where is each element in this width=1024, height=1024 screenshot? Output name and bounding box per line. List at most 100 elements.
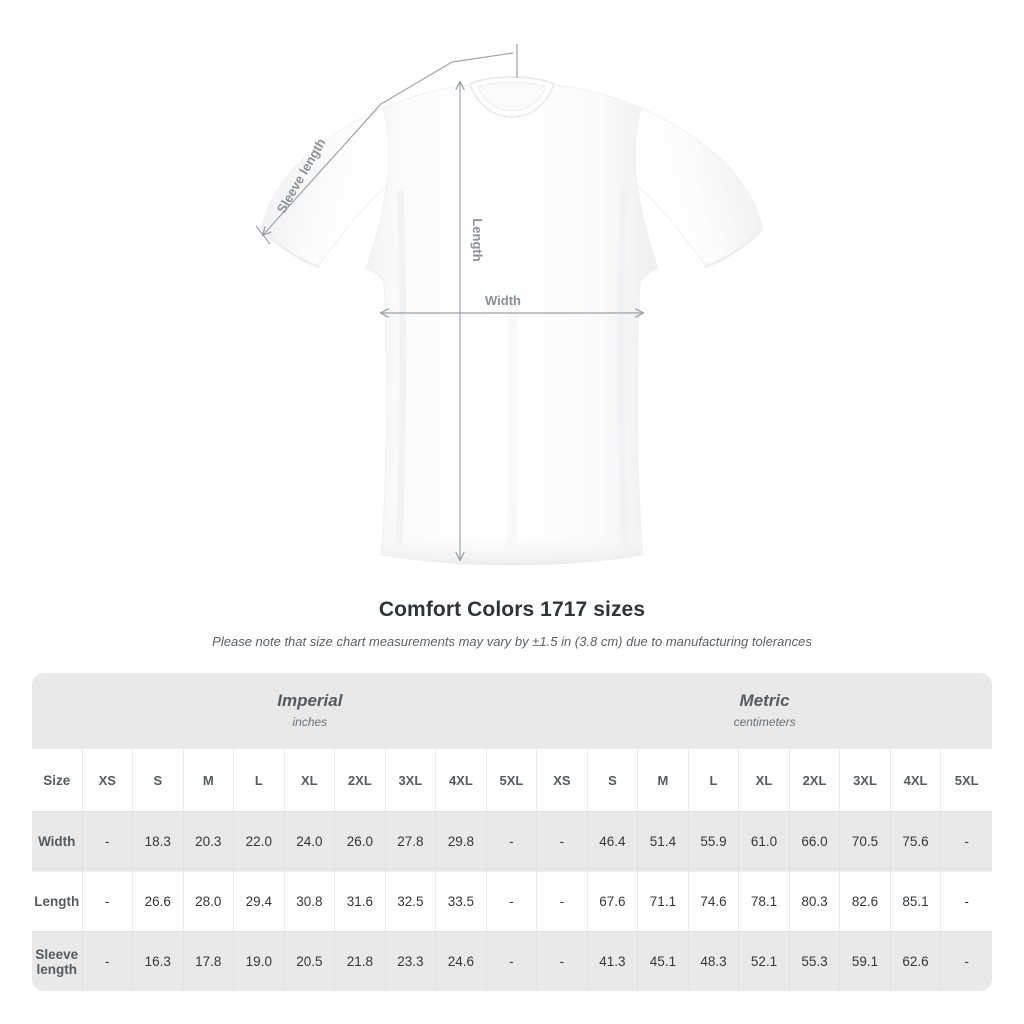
cell-length-imperial-2xl: 31.6: [335, 871, 386, 931]
size-header-imperial-s: S: [133, 749, 184, 811]
cell-width-metric-5xl: -: [941, 811, 992, 871]
cell-width-metric-xs: -: [537, 811, 588, 871]
length-label: Length: [470, 218, 485, 261]
cell-width-metric-3xl: 70.5: [840, 811, 891, 871]
cell-sleeve-imperial-5xl: -: [486, 931, 538, 991]
cell-width-imperial-xs: -: [82, 811, 134, 871]
cell-length-metric-m: 71.1: [638, 871, 689, 931]
cell-width-metric-m: 51.4: [638, 811, 689, 871]
size-column-label: Size: [32, 749, 83, 811]
size-header-imperial-xs: XS: [82, 749, 134, 811]
size-header-row: Size XS S M L XL 2XL 3XL 4XL 5XL XS S M …: [32, 749, 992, 811]
size-header-imperial-2xl: 2XL: [335, 749, 386, 811]
fold-shade-right: [617, 189, 629, 547]
cell-length-metric-5xl: -: [941, 871, 992, 931]
shirt-body-group: [260, 76, 764, 566]
cell-length-metric-xs: -: [537, 871, 588, 931]
unit-sub-imperial: inches: [292, 714, 328, 729]
size-header-imperial-5xl: 5XL: [486, 749, 538, 811]
table-row: Sleeve length - 16.3 17.8 19.0 20.5 21.8…: [32, 931, 992, 991]
cell-sleeve-metric-2xl: 55.3: [789, 931, 841, 991]
cell-width-imperial-m: 20.3: [183, 811, 235, 871]
cell-sleeve-metric-s: 41.3: [587, 931, 639, 991]
size-header-imperial-4xl: 4XL: [436, 749, 487, 811]
unit-name-metric: Metric: [739, 690, 790, 710]
cell-sleeve-metric-xs: -: [537, 931, 588, 991]
unit-header-imperial: Imperial inches: [82, 673, 538, 749]
size-header-imperial-3xl: 3XL: [385, 749, 437, 811]
cell-length-metric-xl: 78.1: [739, 871, 790, 931]
tshirt-illustration: Sleeve length Length Width: [255, 44, 764, 566]
size-header-metric-xl: XL: [739, 749, 790, 811]
size-header-imperial-xl: XL: [284, 749, 336, 811]
cell-sleeve-imperial-l: 19.0: [234, 931, 285, 991]
sleeve-length-line: [261, 52, 514, 237]
cell-sleeve-imperial-2xl: 21.8: [335, 931, 386, 991]
cell-length-imperial-5xl: -: [486, 871, 538, 931]
page-subtitle: Please note that size chart measurements…: [212, 634, 812, 649]
cell-sleeve-metric-m: 45.1: [638, 931, 689, 991]
unit-spacer-cell: [32, 673, 83, 749]
size-chart-container: Imperial inches Metric centimeters Size …: [32, 673, 992, 991]
cell-sleeve-imperial-m: 17.8: [183, 931, 235, 991]
cell-width-metric-4xl: 75.6: [890, 811, 942, 871]
size-header-metric-xs: XS: [537, 749, 588, 811]
cell-sleeve-metric-4xl: 62.6: [890, 931, 942, 991]
hem-shade: [381, 528, 643, 565]
heading-block: Comfort Colors 1717 sizes Please note th…: [0, 596, 1024, 651]
cell-length-imperial-3xl: 32.5: [385, 871, 437, 931]
cell-width-metric-s: 46.4: [587, 811, 639, 871]
size-header-metric-4xl: 4XL: [890, 749, 942, 811]
page-title: Comfort Colors 1717 sizes: [378, 598, 646, 621]
cell-width-metric-l: 55.9: [688, 811, 740, 871]
unit-name-imperial: Imperial: [277, 690, 343, 710]
right-cuff: [704, 227, 764, 269]
cell-length-imperial-xl: 30.8: [284, 871, 336, 931]
cell-width-metric-2xl: 66.0: [789, 811, 841, 871]
cell-width-imperial-4xl: 29.8: [436, 811, 487, 871]
table-row: Length - 26.6 28.0 29.4 30.8 31.6 32.5 3…: [32, 871, 992, 931]
size-header-metric-3xl: 3XL: [840, 749, 891, 811]
size-header-metric-s: S: [587, 749, 639, 811]
size-header-imperial-l: L: [234, 749, 285, 811]
cell-length-imperial-s: 26.6: [133, 871, 184, 931]
row-label-length: Length: [32, 871, 83, 931]
cell-sleeve-imperial-xl: 20.5: [284, 931, 336, 991]
cell-length-metric-4xl: 85.1: [890, 871, 942, 931]
size-header-metric-m: M: [638, 749, 689, 811]
cell-sleeve-metric-3xl: 59.1: [840, 931, 891, 991]
cell-width-imperial-s: 18.3: [133, 811, 184, 871]
cell-length-metric-3xl: 82.6: [840, 871, 891, 931]
cell-sleeve-imperial-4xl: 24.6: [436, 931, 487, 991]
cell-length-imperial-4xl: 33.5: [436, 871, 487, 931]
cell-length-imperial-xs: -: [82, 871, 134, 931]
fold-shade-center: [507, 299, 519, 547]
size-chart-table: Imperial inches Metric centimeters Size …: [32, 673, 992, 991]
unit-sub-metric: centimeters: [733, 714, 796, 729]
width-label: Width: [485, 293, 521, 308]
tshirt-diagram: Sleeve length Length Width: [255, 44, 764, 566]
cell-length-metric-s: 67.6: [587, 871, 639, 931]
cell-sleeve-imperial-s: 16.3: [133, 931, 184, 991]
row-label-width: Width: [32, 811, 83, 871]
cell-width-imperial-3xl: 27.8: [385, 811, 437, 871]
cell-length-metric-l: 74.6: [688, 871, 740, 931]
sleeve-tick-left: [255, 225, 271, 245]
cell-sleeve-imperial-3xl: 23.3: [385, 931, 437, 991]
table-row: Width - 18.3 20.3 22.0 24.0 26.0 27.8 29…: [32, 811, 992, 871]
cell-sleeve-imperial-xs: -: [82, 931, 134, 991]
cell-width-imperial-5xl: -: [486, 811, 538, 871]
unit-header-row: Imperial inches Metric centimeters: [32, 673, 992, 749]
cell-width-metric-xl: 61.0: [739, 811, 790, 871]
cell-sleeve-metric-l: 48.3: [688, 931, 740, 991]
cell-sleeve-metric-xl: 52.1: [739, 931, 790, 991]
cell-width-imperial-l: 22.0: [234, 811, 285, 871]
cell-width-imperial-xl: 24.0: [284, 811, 336, 871]
collar-inner: [477, 81, 547, 112]
cell-sleeve-metric-5xl: -: [941, 931, 992, 991]
size-header-metric-2xl: 2XL: [789, 749, 841, 811]
fold-shade-left: [395, 189, 407, 547]
measurement-annotations: [255, 44, 645, 562]
size-header-metric-5xl: 5XL: [941, 749, 992, 811]
row-label-sleeve-length: Sleeve length: [32, 931, 83, 991]
